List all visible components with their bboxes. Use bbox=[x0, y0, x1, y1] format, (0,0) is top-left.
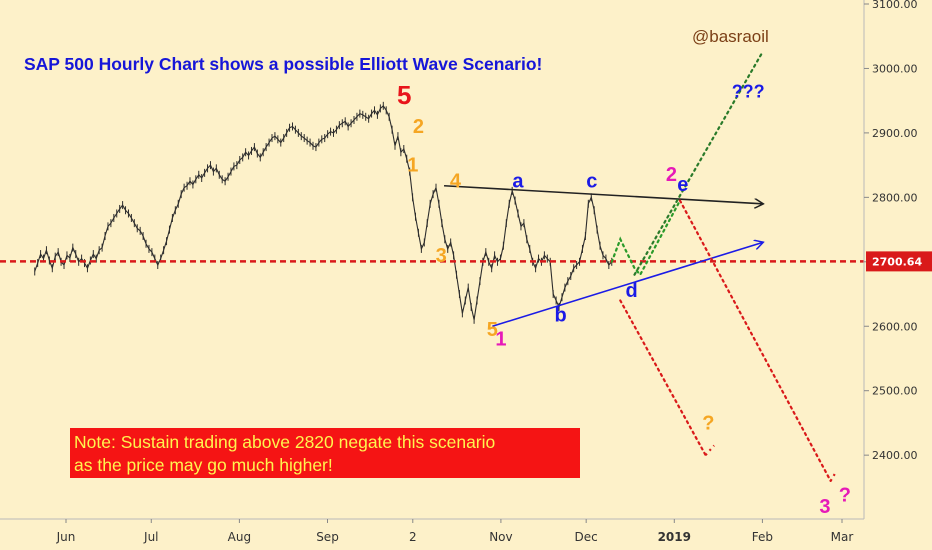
x-tick-label: Jun bbox=[56, 530, 76, 544]
x-tick-label: Jul bbox=[143, 530, 158, 544]
y-tick-label: 2900.00 bbox=[872, 127, 918, 140]
wave-label: 3 bbox=[436, 245, 447, 267]
wave-label: d bbox=[626, 280, 638, 302]
wave-label: 2 bbox=[666, 164, 677, 186]
projection-rebound bbox=[704, 444, 715, 456]
wave-label: 5 bbox=[487, 319, 498, 341]
wave-label: c bbox=[586, 171, 597, 193]
wave-label: ??? bbox=[732, 81, 765, 101]
y-tick-label: 2500.00 bbox=[872, 385, 918, 398]
wave-label: 4 bbox=[450, 171, 462, 193]
projection-bullish bbox=[633, 51, 764, 276]
wave-label: a bbox=[512, 171, 524, 193]
current-price-tag bbox=[866, 251, 932, 272]
y-tick-label: 2400.00 bbox=[872, 449, 918, 462]
note-line-2: as the price may go much higher! bbox=[74, 455, 333, 475]
x-tick-label: Feb bbox=[752, 530, 773, 544]
wave-label: ? bbox=[702, 412, 714, 434]
wave-label: 3 bbox=[819, 496, 830, 518]
note-line-1: Note: Sustain trading above 2820 negate … bbox=[74, 432, 495, 452]
note-box bbox=[70, 428, 580, 478]
y-tick-label: 2600.00 bbox=[872, 320, 918, 333]
author-handle: @basraoil bbox=[692, 27, 769, 46]
projection-wave-e bbox=[610, 199, 682, 277]
x-tick-label: Sep bbox=[316, 530, 339, 544]
y-axis: 3100.003000.002900.002800.002700.002600.… bbox=[863, 0, 932, 519]
x-tick-label: Aug bbox=[228, 530, 251, 544]
current-price-label: 2700.64 bbox=[872, 255, 922, 268]
y-tick-label: 2800.00 bbox=[872, 191, 918, 204]
projection-rebound bbox=[829, 470, 838, 482]
wave-label: 5 bbox=[397, 80, 411, 110]
trendline-upper bbox=[444, 184, 762, 204]
y-tick-label: 3100.00 bbox=[872, 0, 918, 11]
x-tick-label: Mar bbox=[831, 530, 854, 544]
x-tick-label: Dec bbox=[575, 530, 598, 544]
wave-label: b bbox=[554, 305, 566, 327]
price-series bbox=[34, 104, 613, 320]
projection-wave-3 bbox=[678, 199, 832, 482]
x-tick-label: 2019 bbox=[658, 530, 691, 544]
projection-breakdown bbox=[619, 299, 707, 457]
x-tick-label: Nov bbox=[489, 530, 512, 544]
wave-label: 1 bbox=[407, 155, 418, 177]
wave-label: 1 bbox=[495, 329, 506, 351]
wave-label: ? bbox=[839, 485, 851, 507]
x-tick-label: 2 bbox=[409, 530, 417, 544]
y-tick-label: 3000.00 bbox=[872, 62, 918, 75]
wave-label: e bbox=[677, 174, 688, 196]
trendline-lower bbox=[492, 242, 762, 328]
chart-title: SAP 500 Hourly Chart shows a possible El… bbox=[24, 54, 542, 74]
x-axis: Jun Jul Aug Sep 2 Nov Dec 2019 Feb Mar bbox=[0, 518, 864, 544]
wave-label: 2 bbox=[413, 116, 424, 138]
